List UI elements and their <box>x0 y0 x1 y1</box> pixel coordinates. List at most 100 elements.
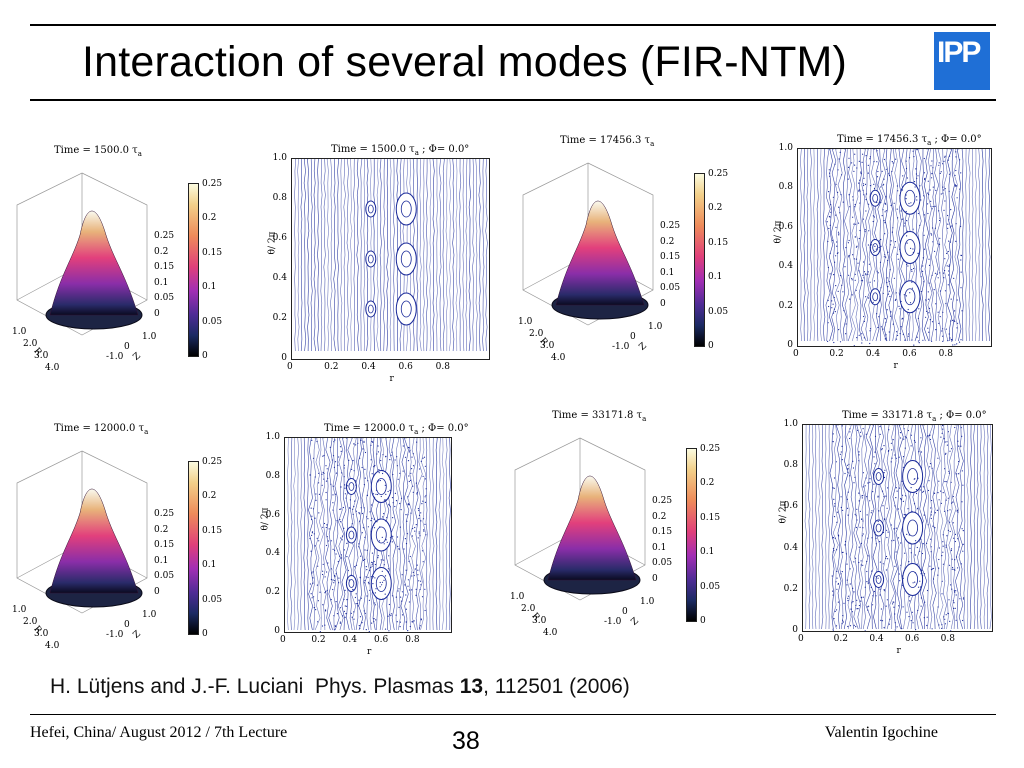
colorbar-tick: 0.05 <box>202 595 222 605</box>
colorbar-tick: 0.05 <box>700 582 720 592</box>
z-axis-bottom-tick: 0 <box>124 620 130 630</box>
poincare-title-sub: a <box>415 149 419 157</box>
poincare-title-text: Time = 1500.0 τ <box>331 144 415 155</box>
x-axis-tick: 0 <box>793 349 799 359</box>
colorbar-tick: 0.25 <box>202 179 222 189</box>
panel-3d-title-sub: a <box>642 415 646 423</box>
z-axis-tick: 0.2 <box>652 512 666 522</box>
y-axis-tick: 0.8 <box>784 460 798 470</box>
r-axis-tick: 2.0 <box>23 339 37 349</box>
y-axis-tick: 0.8 <box>273 193 287 203</box>
x-axis-tick: 0 <box>287 362 293 372</box>
colorbar-tick: 0 <box>202 351 208 361</box>
y-axis-tick: 0.4 <box>266 548 280 558</box>
colorbar-tick: 0 <box>700 616 706 626</box>
colorbar-tick: 0.25 <box>202 457 222 467</box>
x-axis-tick: 0.8 <box>939 349 953 359</box>
x-axis-tick: 0.8 <box>436 362 450 372</box>
poincare-field-lines <box>285 438 451 632</box>
citation-authors: H. Lütjens and J.-F. Luciani <box>50 675 303 698</box>
colorbar-tick: 0.2 <box>708 203 722 213</box>
panel-3d-title-text: Time = 17456.3 τ <box>560 135 650 146</box>
r-axis-tick: 2.0 <box>23 617 37 627</box>
panel-3d-title: Time = 12000.0 τa <box>54 423 148 436</box>
y-axis-label: θ/ 2π <box>778 501 788 524</box>
z-axis-bottom-tick: 0 <box>630 332 636 342</box>
z-axis-tick: 0.25 <box>652 496 672 506</box>
panel-3d-title-text: Time = 33171.8 τ <box>552 410 642 421</box>
x-axis-label: r <box>894 361 898 371</box>
citation-journal: Phys. Plasmas <box>315 675 454 698</box>
x-axis-tick: 0.4 <box>869 634 883 644</box>
footer-author: Valentin Igochine <box>825 724 938 742</box>
y-axis-label: θ/ 2π <box>267 232 277 255</box>
poincare-phi: ; Φ= 0.0° <box>422 144 469 155</box>
colorbar <box>188 461 199 635</box>
top-rule <box>30 24 996 26</box>
r-axis-tick: 2.0 <box>521 604 535 614</box>
colorbar-tick: 0.2 <box>700 478 714 488</box>
poincare-title: Time = 12000.0 τa ; Φ= 0.0° <box>324 423 469 436</box>
citation: H. Lütjens and J.-F. Luciani Phys. Plasm… <box>50 675 630 699</box>
y-axis-tick: 0.2 <box>266 587 280 597</box>
r-axis-tick: 4.0 <box>45 363 59 373</box>
poincare-title-sub: a <box>927 139 931 147</box>
poincare-phi: ; Φ= 0.0° <box>421 423 468 434</box>
z-axis-tick: 0 <box>652 574 658 584</box>
y-axis-tick: 0.4 <box>273 273 287 283</box>
y-axis-tick: 0.8 <box>779 182 793 192</box>
z-axis-tick: 0.1 <box>154 278 168 288</box>
slide-title: Interaction of several modes (FIR-NTM) <box>82 38 847 87</box>
x-axis-tick: 0.2 <box>311 635 325 645</box>
poincare-plot <box>797 148 992 347</box>
colorbar-tick: 0.1 <box>700 547 714 557</box>
z-axis-tick: 0.05 <box>154 293 174 303</box>
panel-3d-title-text: Time = 1500.0 τ <box>54 145 138 156</box>
surface-peak <box>548 476 636 580</box>
colorbar <box>694 173 705 347</box>
x-axis-tick: 0.6 <box>374 635 388 645</box>
z-axis-tick: 0.15 <box>660 252 680 262</box>
panel-3d-title-sub: a <box>144 428 148 436</box>
z-axis-tick: 0.2 <box>154 247 168 257</box>
y-axis-tick: 0.2 <box>784 584 798 594</box>
x-axis-tick: 0.6 <box>399 362 413 372</box>
surface-peak <box>556 201 644 305</box>
poincare-phi: ; Φ= 0.0° <box>939 410 986 421</box>
colorbar-tick: 0.1 <box>202 560 216 570</box>
x-axis-tick: 0.8 <box>405 635 419 645</box>
r-axis-tick: 2.0 <box>529 329 543 339</box>
x-axis-tick: 0 <box>798 634 804 644</box>
z-axis-tick: 0.15 <box>652 527 672 537</box>
colorbar-tick: 0.25 <box>708 169 728 179</box>
colorbar <box>686 448 697 622</box>
poincare-title: Time = 1500.0 τa ; Φ= 0.0° <box>331 144 469 157</box>
x-axis-tick: 0.4 <box>866 349 880 359</box>
poincare-phi: ; Φ= 0.0° <box>934 134 981 145</box>
z-axis-tick: 0.15 <box>154 262 174 272</box>
z-axis-bottom-tick: 1.0 <box>142 610 156 620</box>
y-axis-label: θ/ 2π <box>773 220 783 243</box>
r-axis-tick: 1.0 <box>510 592 524 602</box>
colorbar-tick: 0.05 <box>202 317 222 327</box>
z-axis-tick: 0.2 <box>660 237 674 247</box>
colorbar-tick: 0 <box>708 341 714 351</box>
poincare-field-lines <box>292 159 489 359</box>
r-axis-tick: 1.0 <box>12 327 26 337</box>
poincare-title-text: Time = 17456.3 τ <box>837 134 927 145</box>
x-axis-tick: 0.4 <box>343 635 357 645</box>
title-rule <box>30 99 996 101</box>
z-axis-bottom-tick: 1.0 <box>640 597 654 607</box>
z-axis-tick: 0 <box>660 299 666 309</box>
y-axis-tick: 1.0 <box>266 432 280 442</box>
panel-3d-title-text: Time = 12000.0 τ <box>54 423 144 434</box>
panel-3d-title: Time = 1500.0 τa <box>54 145 142 158</box>
logo-text: IPP <box>937 36 979 70</box>
panel-3d-title-sub: a <box>650 140 654 148</box>
ipp-logo: IPP <box>934 32 990 90</box>
poincare-title-text: Time = 33171.8 τ <box>842 410 932 421</box>
z-axis-bottom-tick: -1.0 <box>612 342 629 352</box>
z-axis-bottom-tick: 1.0 <box>142 332 156 342</box>
poincare-title-sub: a <box>932 415 936 423</box>
z-axis-bottom-tick: -1.0 <box>604 617 621 627</box>
